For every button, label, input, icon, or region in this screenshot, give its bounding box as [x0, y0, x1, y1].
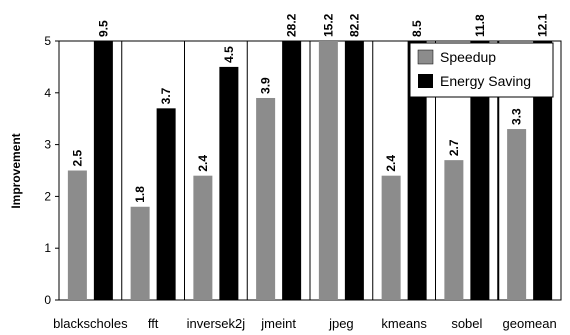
- bar-speedup: [444, 160, 464, 300]
- y-tick-label: 1: [44, 241, 51, 255]
- bar-speedup: [381, 175, 401, 300]
- bar-speedup: [507, 129, 527, 300]
- y-tick-label: 5: [44, 34, 51, 48]
- bar-value-label: 3.7: [159, 87, 173, 104]
- category-label: jmeint: [260, 316, 296, 331]
- bar-energy-saving: [533, 41, 553, 300]
- category-label: geomean: [503, 316, 557, 331]
- bar-energy-saving: [156, 108, 176, 300]
- legend-swatch-speedup: [417, 49, 434, 65]
- bar-value-label: 2.4: [384, 155, 398, 172]
- bar-value-label: 11.8: [473, 14, 487, 37]
- bar-value-label: 2.7: [447, 139, 461, 156]
- bar-energy-saving: [344, 41, 364, 300]
- bar-energy-saving: [219, 66, 239, 301]
- bar-speedup: [130, 206, 150, 300]
- y-axis-title: Improvement: [9, 133, 23, 208]
- bar-value-label: 12.1: [536, 13, 550, 37]
- legend-box: [409, 42, 554, 98]
- bar-value-label: 82.2: [347, 13, 361, 37]
- bar-speedup: [67, 170, 87, 300]
- bar-value-label: 2.4: [196, 155, 210, 172]
- bar-value-label: 1.8: [133, 186, 147, 203]
- bar-speedup: [193, 175, 213, 300]
- y-axis-ticks: 0 1 2 3 4 5: [44, 34, 59, 307]
- bar-speedup: [256, 97, 276, 300]
- bar-labels: 2.5 9.5 1.8 3.7 2.4 4.5 3.9 28.2 15.2 82.2 2.4 8.5 2…: [70, 13, 549, 202]
- bars: [67, 41, 553, 301]
- category-label: sobel: [451, 316, 482, 331]
- y-tick-label: 4: [44, 86, 51, 100]
- bar-energy-saving: [407, 41, 427, 300]
- bar-speedup: [318, 41, 338, 300]
- category-label: jpeg: [328, 316, 354, 331]
- category-label: inversek2j: [187, 316, 246, 331]
- bar-energy-saving: [282, 41, 302, 300]
- bar-value-label: 3.3: [510, 108, 524, 125]
- y-tick-label: 3: [44, 138, 51, 152]
- bar-value-label: 4.5: [222, 46, 236, 63]
- bar-energy-saving: [93, 41, 113, 300]
- legend-label-speedup: Speedup: [440, 49, 496, 65]
- bar-value-label: 3.9: [259, 77, 273, 94]
- legend-label-energy-saving: Energy Saving: [440, 73, 531, 89]
- y-tick-label: 2: [44, 189, 51, 203]
- plot-area: [58, 40, 562, 301]
- legend: Speedup Energy Saving: [409, 42, 554, 98]
- bar-value-label: 28.2: [285, 13, 299, 37]
- y-tick-label: 0: [44, 293, 51, 307]
- category-label: kmeans: [381, 316, 427, 331]
- bar-value-label: 15.2: [321, 13, 335, 37]
- bar-value-label: 8.5: [410, 20, 424, 37]
- category-label: blackscholes: [53, 316, 128, 331]
- bar-value-label: 2.5: [70, 149, 84, 166]
- bar-value-label: 9.5: [96, 20, 110, 37]
- legend-swatch-energy-saving: [418, 74, 433, 88]
- category-label: fft: [148, 316, 159, 331]
- category-labels: blackscholes fft inversek2j jmeint jpeg kmean…: [53, 316, 557, 331]
- bar-energy-saving: [470, 41, 490, 300]
